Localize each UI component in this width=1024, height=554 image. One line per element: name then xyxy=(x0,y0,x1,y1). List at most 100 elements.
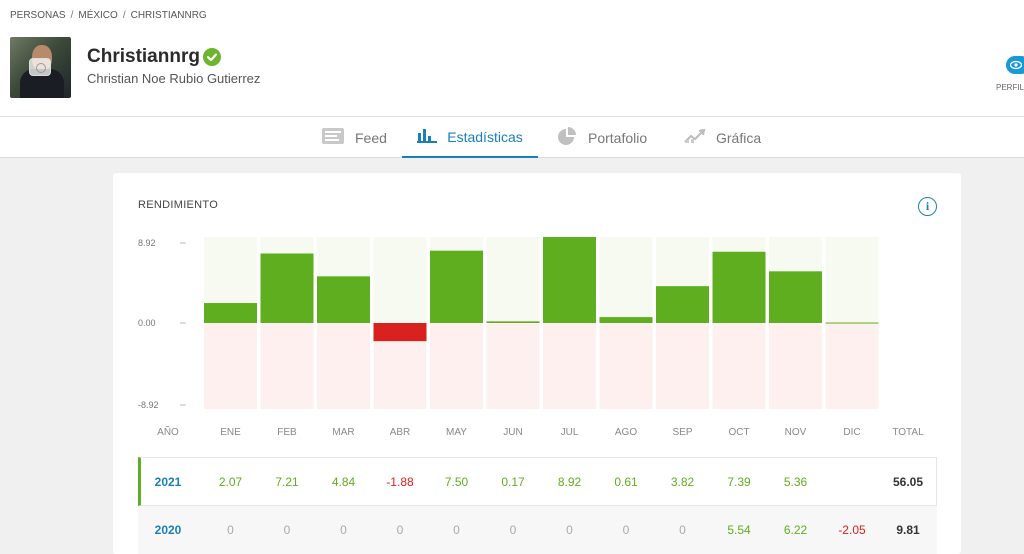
profile-full-name: Christian Noe Rubio Gutierrez xyxy=(87,71,261,86)
value-cell-nov: 5.36 xyxy=(783,475,808,489)
chart-bar-ago xyxy=(599,317,653,323)
table-row-2021[interactable]: 2021 2.07 7.21 4.84 -1.88 7.50 0.17 8.92 0.61 3.8… xyxy=(138,457,937,506)
month-header-jun: JUN xyxy=(503,427,523,438)
year-cell: 2020 xyxy=(154,523,182,537)
avatar[interactable] xyxy=(10,37,71,98)
chart-negative-band xyxy=(317,323,370,409)
breadcrumb-separator: / xyxy=(70,10,74,21)
value-cell-abr: 0 xyxy=(396,523,404,537)
month-header-row: AÑO ENE FEB MAR ABR MAY JUN JUL AGO SEP OCT NOV DIC T… xyxy=(113,427,961,441)
tab-portafolio[interactable]: Portafolio xyxy=(556,117,647,158)
value-cell-ago: 0.61 xyxy=(614,475,638,489)
profile-visibility-toggle[interactable] xyxy=(1006,56,1024,74)
chart-bar-jun xyxy=(486,321,540,323)
line-chart-icon xyxy=(684,128,706,147)
chart-bar-mar xyxy=(317,276,370,323)
tab-bar: Feed Estadísticas Portafolio Gráfica xyxy=(0,117,1024,158)
chart-negative-band xyxy=(486,323,540,409)
value-cell-ene: 0 xyxy=(227,523,234,537)
value-cell-feb: 0 xyxy=(283,523,291,537)
tab-portafolio-label: Portafolio xyxy=(588,129,648,146)
table-row-2020[interactable]: 2020 0 0 0 0 0 0 0 0 0 5.54 6.22 -2.05 9.81 xyxy=(138,506,937,554)
tab-feed-label: Feed xyxy=(355,129,387,146)
info-icon[interactable]: i xyxy=(918,197,937,216)
month-header-sep: SEP xyxy=(672,427,693,438)
year-column-header: AÑO xyxy=(157,427,179,438)
value-cell-mar: 4.84 xyxy=(331,475,356,489)
bar-chart-icon xyxy=(417,127,438,146)
chart-positive-band xyxy=(825,237,879,323)
chart-negative-band xyxy=(204,323,257,409)
chart-negative-band xyxy=(260,323,314,409)
chart-positive-band xyxy=(373,237,427,323)
total-column-header: TOTAL xyxy=(892,427,924,438)
month-header-feb: FEB xyxy=(277,427,297,438)
breadcrumb-item-personas[interactable]: PERSONAS xyxy=(10,10,66,21)
chart-positive-band xyxy=(599,237,653,323)
chart-negative-band xyxy=(712,323,766,409)
chart-negative-band xyxy=(543,323,596,409)
month-header-may: MAY xyxy=(446,427,467,438)
chart-negative-band xyxy=(825,323,879,409)
value-cell-abr: -1.88 xyxy=(386,475,414,489)
value-cell-jun: 0 xyxy=(509,523,517,537)
feed-icon xyxy=(321,127,345,148)
total-cell: 56.05 xyxy=(892,475,924,489)
eye-icon xyxy=(1010,60,1022,70)
value-cell-oct: 7.39 xyxy=(727,475,751,489)
month-header-mar: MAR xyxy=(332,427,355,438)
month-header-jul: JUL xyxy=(560,427,579,438)
month-header-dic: DIC xyxy=(843,427,861,438)
breadcrumb-item-user: CHRISTIANNRG xyxy=(130,10,207,21)
value-cell-nov: 6.22 xyxy=(783,523,808,537)
performance-card: RENDIMIENTO i 8.92 0.00 -8.92 AÑO ENE FEB MAR… xyxy=(113,173,961,554)
value-cell-jun: 0.17 xyxy=(501,475,525,489)
chart-negative-band xyxy=(430,323,483,409)
chart-negative-band xyxy=(769,323,822,409)
y-tick-label: 8.92 xyxy=(138,238,156,248)
value-cell-sep: 0 xyxy=(679,523,686,537)
value-cell-dic: -2.05 xyxy=(838,523,866,537)
chart-bar-ene xyxy=(204,303,257,323)
breadcrumb-item-country[interactable]: MÉXICO xyxy=(78,10,118,21)
tab-grafica[interactable]: Gráfica xyxy=(684,117,761,158)
value-cell-may: 7.50 xyxy=(444,475,469,489)
chart-bar-oct xyxy=(712,251,766,323)
value-cell-mar: 0 xyxy=(340,523,347,537)
y-tick-label: -8.92 xyxy=(138,400,159,410)
profile-header: PERSONAS / MÉXICO / CHRISTIANNRG Christiannr… xyxy=(0,0,1024,117)
value-cell-jul: 8.92 xyxy=(557,475,582,489)
year-cell: 2021 xyxy=(154,475,182,489)
month-header-ene: ENE xyxy=(220,427,241,438)
chart-bar-dic xyxy=(825,322,879,324)
chart-bar-may xyxy=(430,250,483,323)
month-header-ago: AGO xyxy=(614,427,638,438)
chart-bar-feb xyxy=(260,253,314,323)
card-title: RENDIMIENTO xyxy=(138,199,219,211)
value-cell-ene: 2.07 xyxy=(218,475,243,489)
tab-grafica-label: Gráfica xyxy=(716,129,762,146)
chart-bar-jul xyxy=(543,237,596,323)
breadcrumb: PERSONAS / MÉXICO / CHRISTIANNRG xyxy=(10,10,207,21)
value-cell-feb: 7.21 xyxy=(275,475,299,489)
y-tick-label: 0.00 xyxy=(138,318,156,328)
chart-bar-abr xyxy=(373,323,427,342)
value-cell-sep: 3.82 xyxy=(670,475,695,489)
profile-username: Christiannrg xyxy=(87,46,200,67)
month-header-nov: NOV xyxy=(784,427,807,438)
value-cell-may: 0 xyxy=(453,523,460,537)
chart-positive-band xyxy=(486,237,540,323)
chart-negative-band xyxy=(599,323,653,409)
profile-label: PERFIL xyxy=(996,83,1024,92)
chart-bar-nov xyxy=(769,271,822,323)
tab-estadisticas-label: Estadísticas xyxy=(447,128,523,145)
camera-icon[interactable] xyxy=(29,58,51,76)
tab-feed[interactable]: Feed xyxy=(321,117,387,158)
tab-estadisticas[interactable]: Estadísticas xyxy=(402,117,538,158)
month-header-abr: ABR xyxy=(389,427,411,438)
breadcrumb-separator: / xyxy=(122,10,126,21)
value-cell-dic xyxy=(826,458,879,507)
value-cell-oct: 5.54 xyxy=(727,523,751,537)
chart-bar-sep xyxy=(656,286,709,323)
chart-negative-band xyxy=(656,323,709,409)
